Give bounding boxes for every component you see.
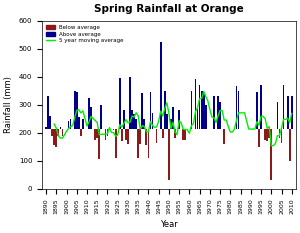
Bar bbox=[61, 129, 63, 136]
Bar bbox=[156, 129, 158, 143]
Bar bbox=[129, 77, 131, 129]
Bar bbox=[197, 109, 198, 129]
Bar bbox=[279, 129, 280, 138]
Bar bbox=[104, 129, 106, 140]
Bar bbox=[74, 91, 76, 129]
Bar bbox=[68, 121, 69, 129]
Bar bbox=[199, 85, 200, 129]
Bar bbox=[256, 92, 258, 129]
Legend: Below average, Above average, 5 year moving average: Below average, Above average, 5 year mov… bbox=[45, 23, 125, 45]
Bar bbox=[270, 129, 272, 180]
Bar bbox=[135, 119, 137, 129]
Bar bbox=[82, 119, 84, 129]
Bar bbox=[94, 129, 96, 140]
Bar bbox=[217, 96, 219, 129]
Bar bbox=[121, 129, 123, 141]
Bar bbox=[178, 110, 180, 129]
Bar bbox=[287, 96, 289, 129]
Bar bbox=[219, 102, 221, 129]
Bar bbox=[205, 105, 207, 129]
Bar bbox=[100, 105, 102, 129]
Bar bbox=[264, 129, 266, 140]
Bar bbox=[76, 92, 78, 129]
Bar bbox=[78, 117, 80, 129]
Bar bbox=[182, 129, 184, 140]
Bar bbox=[223, 129, 225, 144]
Bar bbox=[96, 129, 98, 138]
Bar bbox=[168, 129, 170, 180]
Bar bbox=[143, 119, 145, 129]
Bar bbox=[174, 129, 176, 138]
Bar bbox=[236, 86, 237, 129]
Bar bbox=[170, 119, 172, 129]
Bar bbox=[115, 129, 116, 158]
X-axis label: Year: Year bbox=[160, 220, 178, 229]
Bar bbox=[45, 127, 47, 129]
Bar bbox=[283, 85, 284, 129]
Bar bbox=[164, 91, 166, 129]
Bar bbox=[113, 129, 115, 130]
Bar bbox=[213, 96, 215, 129]
Bar bbox=[195, 79, 197, 129]
Bar bbox=[123, 110, 125, 129]
Bar bbox=[268, 129, 270, 138]
Bar bbox=[150, 92, 151, 129]
Bar bbox=[146, 129, 147, 145]
Bar bbox=[258, 129, 260, 147]
Bar bbox=[49, 116, 51, 129]
Bar bbox=[152, 113, 153, 129]
Bar bbox=[53, 129, 55, 145]
Bar bbox=[203, 93, 205, 129]
Bar bbox=[47, 96, 49, 129]
Bar bbox=[162, 129, 164, 138]
Bar bbox=[184, 129, 186, 140]
Bar bbox=[127, 129, 129, 144]
Bar bbox=[88, 98, 90, 129]
Bar bbox=[56, 129, 57, 147]
Bar bbox=[90, 107, 92, 129]
Bar bbox=[280, 129, 282, 143]
Bar bbox=[148, 129, 149, 158]
Bar bbox=[289, 129, 291, 161]
Bar bbox=[98, 129, 100, 159]
Bar bbox=[131, 110, 133, 129]
Bar bbox=[166, 114, 168, 129]
Bar bbox=[160, 41, 162, 129]
Bar bbox=[266, 129, 268, 141]
Bar bbox=[106, 129, 108, 136]
Bar bbox=[238, 91, 239, 129]
Bar bbox=[190, 91, 192, 129]
Bar bbox=[58, 129, 59, 136]
Bar bbox=[201, 91, 203, 129]
Bar bbox=[125, 129, 127, 140]
Bar bbox=[260, 85, 262, 129]
Y-axis label: Rainfall (mm): Rainfall (mm) bbox=[4, 76, 13, 133]
Bar bbox=[291, 96, 292, 129]
Bar bbox=[137, 129, 139, 158]
Bar bbox=[133, 114, 135, 129]
Title: Spring Rainfall at Orange: Spring Rainfall at Orange bbox=[94, 4, 244, 14]
Bar bbox=[119, 78, 121, 129]
Bar bbox=[80, 129, 82, 136]
Bar bbox=[277, 102, 278, 129]
Bar bbox=[59, 127, 61, 129]
Bar bbox=[70, 119, 71, 129]
Bar bbox=[141, 93, 143, 129]
Bar bbox=[140, 129, 141, 144]
Bar bbox=[51, 129, 53, 136]
Bar bbox=[172, 107, 174, 129]
